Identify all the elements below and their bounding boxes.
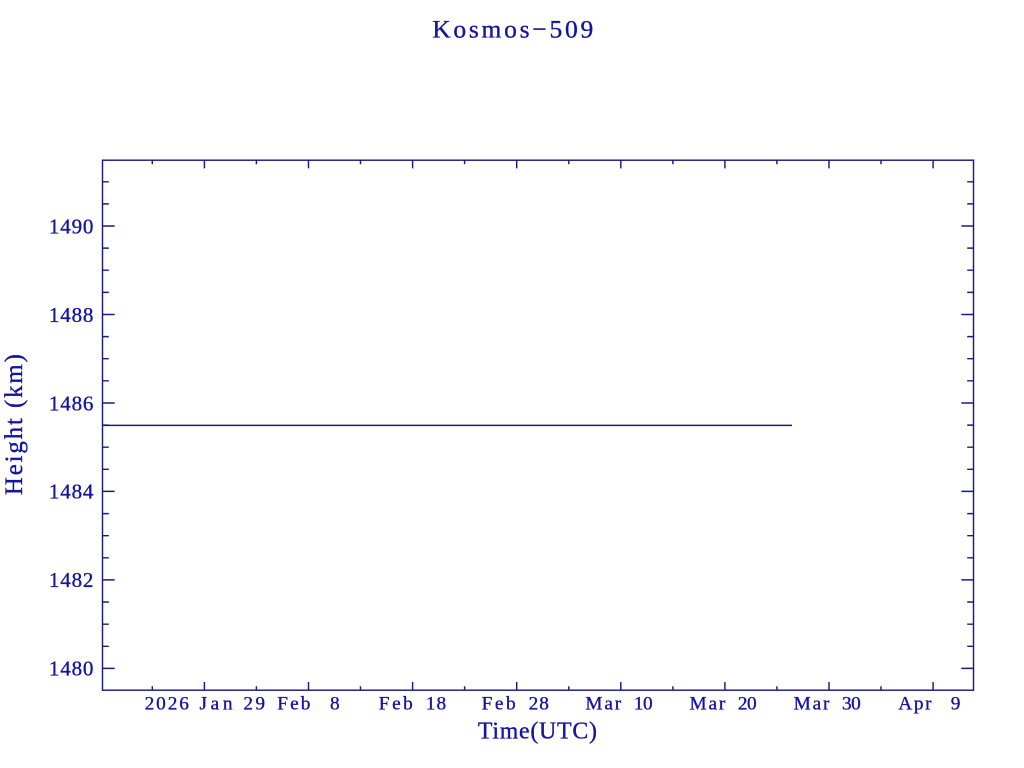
svg-text:18: 18	[426, 694, 446, 715]
svg-text:30: 30	[842, 694, 861, 715]
svg-text:28: 28	[529, 694, 549, 715]
svg-text:1486: 1486	[49, 391, 94, 415]
svg-text:9: 9	[951, 694, 961, 715]
svg-text:10: 10	[634, 694, 653, 715]
svg-text:Jan: Jan	[200, 694, 233, 715]
svg-text:Mar: Mar	[585, 694, 621, 715]
svg-text:8: 8	[330, 694, 340, 715]
svg-text:Height (km): Height (km)	[1, 354, 28, 495]
svg-text:Feb: Feb	[482, 694, 516, 715]
svg-text:1488: 1488	[49, 303, 94, 327]
svg-text:2026: 2026	[145, 694, 190, 715]
svg-text:Feb: Feb	[379, 694, 413, 715]
svg-text:1490: 1490	[49, 214, 94, 238]
svg-text:Kosmos−509: Kosmos−509	[432, 15, 593, 44]
svg-text:1484: 1484	[49, 480, 94, 504]
svg-text:1480: 1480	[49, 657, 94, 681]
svg-text:Mar: Mar	[794, 694, 830, 715]
svg-text:20: 20	[738, 694, 757, 715]
svg-text:Apr: Apr	[898, 694, 932, 715]
svg-text:Feb: Feb	[277, 694, 310, 715]
svg-text:Time(UTC): Time(UTC)	[478, 718, 597, 744]
svg-text:1482: 1482	[49, 568, 94, 592]
svg-text:Mar: Mar	[690, 694, 726, 715]
svg-text:29: 29	[243, 694, 265, 715]
